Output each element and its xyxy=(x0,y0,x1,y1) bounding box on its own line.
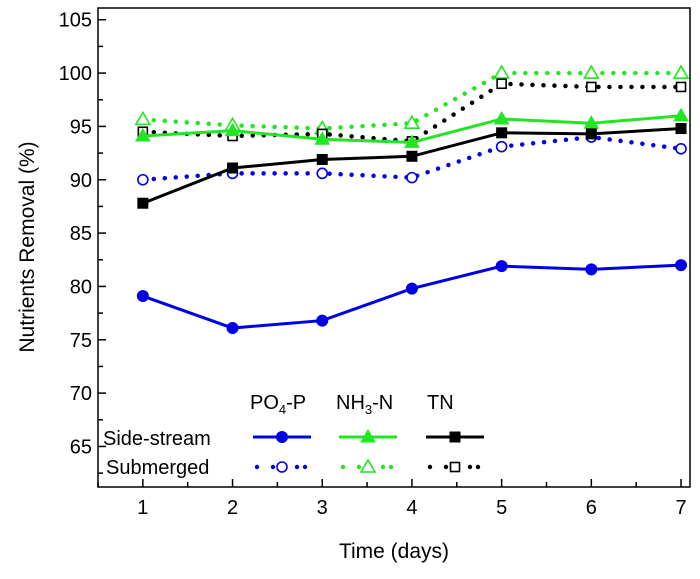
data-point xyxy=(586,81,597,93)
x-tick-label: 7 xyxy=(675,497,686,519)
legend-marker xyxy=(360,429,376,443)
data-point xyxy=(675,259,688,272)
legend-marker xyxy=(449,431,461,443)
legend-col-tn: TN xyxy=(427,392,454,414)
x-tick-label: 1 xyxy=(137,497,148,519)
data-point xyxy=(675,143,687,155)
legend-col-nh3n: NH3-N xyxy=(336,392,393,417)
legend-dot xyxy=(340,464,346,470)
legend-marker xyxy=(449,461,461,473)
data-point xyxy=(137,173,149,186)
y-tick-label: 100 xyxy=(59,63,92,85)
data-point xyxy=(585,263,598,276)
x-axis-label: Time (days) xyxy=(339,540,449,563)
x-tick-label: 4 xyxy=(406,497,417,519)
y-tick-label: 85 xyxy=(70,223,92,245)
data-point xyxy=(134,128,151,142)
data-point xyxy=(582,64,600,79)
series-side-stream-nh3-n xyxy=(134,107,689,148)
data-point xyxy=(495,140,508,153)
data-point xyxy=(583,115,600,129)
legend-dot xyxy=(254,464,260,470)
legend-marker xyxy=(276,461,288,473)
x-tick-label: 5 xyxy=(496,497,507,519)
data-point xyxy=(675,81,687,93)
x-tick-label: 6 xyxy=(586,497,597,519)
data-point xyxy=(493,64,511,79)
legend-marker xyxy=(359,458,377,473)
data-point xyxy=(406,150,418,162)
data-point xyxy=(406,171,418,184)
data-point xyxy=(404,134,420,148)
legend-dot xyxy=(356,464,362,470)
data-point xyxy=(495,260,508,273)
x-tick-label: 2 xyxy=(227,497,238,519)
y-tick-label: 95 xyxy=(70,116,92,138)
legend-sample-submerged-nh3-n xyxy=(340,458,394,473)
data-point xyxy=(672,64,690,79)
y-tick-label: 75 xyxy=(70,330,92,352)
legend-row-side-stream: Side-stream xyxy=(103,428,211,450)
data-point xyxy=(226,322,239,335)
y-tick-label: 70 xyxy=(70,383,92,405)
y-axis-label: Nutrients Removal (%) xyxy=(16,141,39,352)
series-side-stream-tn xyxy=(137,123,687,209)
data-point xyxy=(673,107,689,122)
legend-dot xyxy=(294,464,300,470)
data-point xyxy=(224,122,241,137)
legend-sample-side-stream-po4-p xyxy=(253,431,311,443)
x-tick-label: 3 xyxy=(317,497,328,519)
legend-dot xyxy=(475,464,481,470)
legend-sample-side-stream-nh3-n xyxy=(339,429,397,443)
data-point xyxy=(136,290,149,303)
data-point xyxy=(137,197,149,209)
legend-dot xyxy=(302,464,308,470)
legend-dot xyxy=(380,464,386,470)
legend-marker xyxy=(276,431,288,443)
legend-dot xyxy=(388,464,394,470)
legend-sample-side-stream-tn xyxy=(426,431,484,443)
legend-dot xyxy=(427,464,433,470)
data-point xyxy=(316,314,329,327)
y-tick-label: 90 xyxy=(70,170,92,192)
data-point xyxy=(403,114,421,130)
data-point xyxy=(405,282,418,295)
legend-dot xyxy=(270,464,276,470)
data-point xyxy=(134,110,152,126)
data-point xyxy=(585,128,597,140)
data-point xyxy=(675,123,687,135)
legend: PO4-P NH3-N TN Side-stream Submerged xyxy=(103,392,484,479)
plot-frame xyxy=(97,7,691,488)
series-line xyxy=(142,263,682,330)
y-tick-label: 65 xyxy=(70,436,92,458)
legend-sample-submerged-tn xyxy=(427,461,481,473)
data-point xyxy=(493,110,510,125)
series-side-stream-po4-p xyxy=(136,259,688,335)
legend-dot xyxy=(443,464,449,470)
data-point xyxy=(496,127,508,139)
legend-sample-submerged-po4-p xyxy=(254,461,308,473)
y-tick-label: 105 xyxy=(59,10,92,32)
data-point xyxy=(314,131,331,145)
legend-dot xyxy=(467,464,473,470)
y-tick-label: 80 xyxy=(70,276,92,298)
legend-row-submerged: Submerged xyxy=(106,457,209,479)
data-point xyxy=(316,167,329,180)
data-point xyxy=(316,153,328,165)
legend-col-po4p: PO4-P xyxy=(250,392,306,417)
data-point xyxy=(227,162,239,174)
data-point xyxy=(496,78,507,90)
